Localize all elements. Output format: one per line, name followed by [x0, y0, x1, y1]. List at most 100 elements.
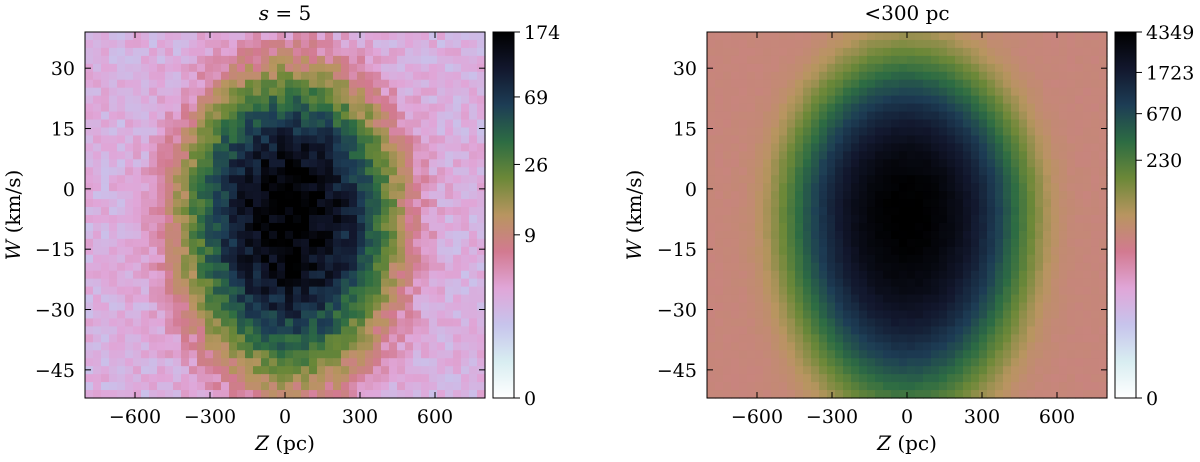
heatmap-cell	[1011, 262, 1020, 272]
heatmap-cell	[843, 183, 852, 192]
heatmap-cell	[915, 310, 924, 320]
heatmap-cell	[461, 151, 470, 160]
heatmap-cell	[269, 183, 278, 192]
heatmap-cell	[85, 103, 94, 113]
heatmap-cell	[859, 270, 868, 280]
heatmap-cell	[117, 79, 126, 89]
heatmap-cell	[341, 47, 350, 57]
heatmap-cell	[445, 63, 454, 73]
heatmap-cell	[923, 350, 932, 359]
heatmap-cell	[117, 350, 126, 359]
heatmap-cell	[141, 63, 150, 73]
heatmap-cell	[293, 390, 302, 399]
heatmap-cell	[1051, 366, 1060, 375]
heatmap-cell	[237, 39, 246, 49]
heatmap-cell	[867, 382, 876, 391]
heatmap-cell	[1035, 262, 1044, 272]
heatmap-cell	[333, 286, 342, 296]
heatmap-cell	[301, 278, 310, 288]
heatmap-cell	[1083, 119, 1092, 129]
heatmap-cell	[229, 63, 238, 73]
heatmap-cell	[189, 254, 198, 264]
heatmap-cell	[1019, 143, 1028, 152]
heatmap-cell	[437, 111, 446, 121]
heatmap-cell	[1099, 207, 1108, 216]
heatmap-cell	[269, 55, 278, 65]
heatmap-cell	[461, 230, 470, 240]
heatmap-cell	[85, 183, 94, 192]
heatmap-cell	[141, 278, 150, 288]
heatmap-cell	[173, 246, 182, 256]
heatmap-cell	[1019, 119, 1028, 129]
heatmap-cell	[723, 47, 732, 57]
heatmap-cell	[1027, 374, 1036, 383]
heatmap-cell	[795, 278, 804, 288]
heatmap-left	[85, 32, 486, 399]
heatmap-cell	[181, 310, 190, 320]
heatmap-cell	[173, 334, 182, 343]
heatmap-cell	[995, 326, 1004, 335]
heatmap-cell	[1059, 246, 1068, 256]
heatmap-cell	[963, 254, 972, 264]
heatmap-cell	[763, 103, 772, 113]
heatmap-cell	[971, 175, 980, 184]
heatmap-cell	[835, 135, 844, 144]
heatmap-cell	[85, 334, 94, 343]
heatmap-cell	[213, 135, 222, 144]
heatmap-cell	[109, 143, 118, 152]
heatmap-cell	[883, 95, 892, 105]
heatmap-cell	[373, 215, 382, 224]
heatmap-cell	[963, 103, 972, 113]
heatmap-cell	[771, 135, 780, 144]
heatmap-cell	[453, 151, 462, 160]
heatmap-cell	[1003, 278, 1012, 288]
heatmap-cell	[85, 151, 94, 160]
heatmap-cell	[723, 246, 732, 256]
heatmap-cell	[461, 358, 470, 367]
heatmap-cell	[787, 318, 796, 327]
heatmap-cell	[747, 342, 756, 351]
heatmap-cell	[987, 151, 996, 160]
heatmap-cell	[213, 143, 222, 152]
heatmap-cell	[899, 79, 908, 89]
heatmap-cell	[883, 246, 892, 256]
heatmap-cell	[85, 79, 94, 89]
heatmap-cell	[413, 294, 422, 304]
heatmap-cell	[405, 111, 414, 121]
heatmap-cell	[1019, 278, 1028, 288]
heatmap-cell	[747, 302, 756, 312]
heatmap-cell	[787, 334, 796, 343]
heatmap-cell	[803, 151, 812, 160]
heatmap-cell	[835, 222, 844, 232]
heatmap-cell	[779, 32, 788, 41]
heatmap-cell	[197, 318, 206, 327]
heatmap-cell	[85, 278, 94, 288]
heatmap-cell	[421, 151, 430, 160]
heatmap-cell	[835, 286, 844, 296]
heatmap-cell	[1003, 350, 1012, 359]
heatmap-cell	[1027, 32, 1036, 41]
heatmap-cell	[469, 111, 478, 121]
heatmap-cell	[1035, 175, 1044, 184]
heatmap-cell	[947, 87, 956, 97]
heatmap-cell	[237, 32, 246, 41]
heatmap-cell	[851, 183, 860, 192]
heatmap-cell	[883, 63, 892, 73]
heatmap-cell	[421, 175, 430, 184]
heatmap-cell	[1035, 127, 1044, 137]
heatmap-cell	[1059, 358, 1068, 367]
heatmap-cell	[133, 127, 142, 137]
heatmap-cell	[253, 390, 262, 399]
heatmap-cell	[931, 254, 940, 264]
heatmap-cell	[1003, 270, 1012, 280]
x-axis-label-left: Z (pc)	[254, 431, 315, 455]
heatmap-cell	[963, 207, 972, 216]
heatmap-cell	[739, 215, 748, 224]
heatmap-cell	[1011, 382, 1020, 391]
heatmap-cell	[365, 151, 374, 160]
heatmap-cell	[827, 111, 836, 121]
heatmap-cell	[779, 382, 788, 391]
heatmap-cell	[859, 111, 868, 121]
heatmap-cell	[707, 135, 716, 144]
heatmap-cell	[835, 374, 844, 383]
